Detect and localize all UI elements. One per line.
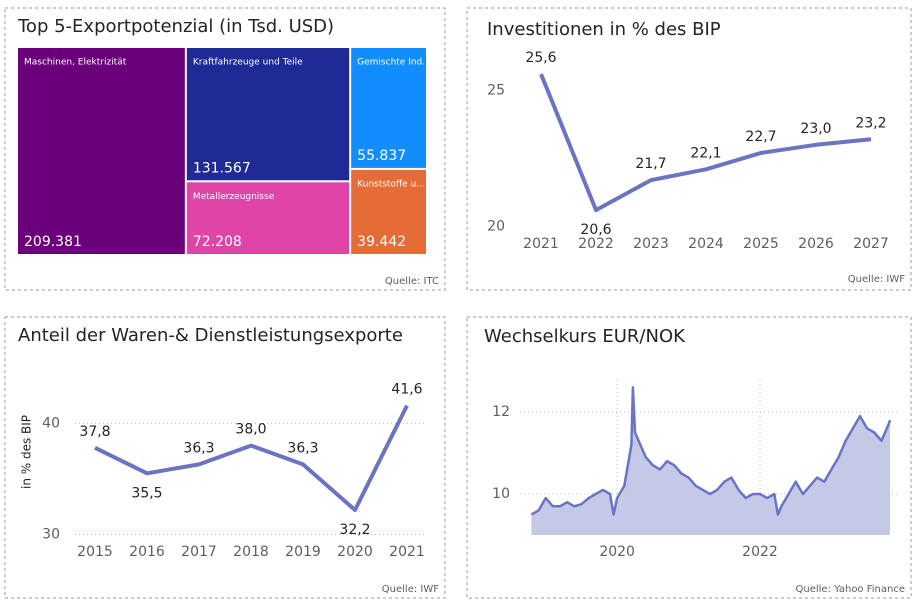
source: Quelle: IWF (382, 584, 439, 595)
source: Quelle: ITC (385, 276, 439, 287)
source: Quelle: Yahoo Finance (796, 584, 906, 595)
treemap-tile (186, 48, 350, 181)
x-tick-label: 2016 (129, 544, 165, 560)
value-label: 23,2 (855, 115, 886, 131)
tile-label: Maschinen, Elektrizität (24, 58, 127, 68)
tile-label: Kraftfahrzeuge und Teile (193, 58, 303, 68)
value-label: 35,5 (131, 485, 162, 501)
chart-title: Investitionen in % des BIP (487, 19, 721, 40)
area (531, 387, 890, 535)
value-label: 209.381 (24, 234, 82, 250)
line (94, 404, 409, 512)
line (530, 386, 892, 516)
value-label: 21,7 (635, 156, 666, 172)
y-axis-title: in % des BIP (20, 415, 34, 489)
value-label: 41,6 (391, 382, 422, 398)
x-tick-label: 2024 (688, 236, 724, 252)
value-label: 39.442 (357, 234, 406, 250)
x-tick-label: 2022 (742, 544, 778, 560)
x-tick-label: 2017 (181, 544, 217, 560)
value-label: 36,3 (287, 440, 318, 456)
panel (4, 316, 446, 599)
value-label: 55.837 (357, 148, 406, 164)
line (539, 73, 872, 213)
treemap-tile (351, 169, 426, 254)
chart-title: Top 5-Exportpotenzial (in Tsd. USD) (17, 16, 334, 37)
treemap-tile (18, 48, 185, 254)
value-label: 32,2 (339, 522, 370, 538)
source: Quelle: IWF (848, 274, 905, 285)
panel (466, 7, 912, 291)
value-label: 131.567 (193, 160, 251, 176)
treemap-tile (186, 182, 350, 254)
x-tick-label: 2020 (599, 544, 635, 560)
value-label: 37,8 (79, 424, 110, 440)
value-label: 38,0 (235, 422, 266, 438)
y-tick-label: 25 (487, 82, 505, 98)
x-tick-label: 2015 (77, 544, 113, 560)
y-tick-label: 12 (492, 404, 510, 420)
x-tick-label: 2026 (798, 236, 834, 252)
x-tick-label: 2020 (337, 544, 373, 560)
value-label: 22,1 (690, 145, 721, 161)
y-tick-label: 20 (487, 218, 505, 234)
x-tick-label: 2027 (853, 236, 889, 252)
value-label: 23,0 (800, 121, 831, 137)
tile-label: Kunststoffe u... (357, 179, 425, 189)
x-tick-label: 2021 (389, 544, 425, 560)
value-label: 36,3 (183, 440, 214, 456)
x-tick-label: 2019 (285, 544, 321, 560)
value-label: 22,7 (745, 129, 776, 145)
x-tick-label: 2023 (633, 236, 669, 252)
tile-label: Gemischte Ind... (357, 58, 431, 68)
chart-title: Wechselkurs EUR/NOK (484, 326, 686, 347)
y-tick-label: 10 (492, 486, 510, 502)
x-tick-label: 2025 (743, 236, 779, 252)
value-label: 25,6 (525, 50, 556, 66)
treemap-tile (351, 48, 426, 168)
y-tick-label: 30 (42, 526, 60, 542)
x-tick-label: 2018 (233, 544, 269, 560)
x-tick-label: 2022 (578, 236, 614, 252)
tile-label: Metallerzeugnisse (193, 192, 275, 202)
x-tick-label: 2021 (523, 236, 559, 252)
value-label: 72.208 (193, 234, 242, 250)
y-tick-label: 40 (42, 415, 60, 431)
value-label: 20,6 (580, 222, 611, 238)
chart-title: Anteil der Waren-& Dienstleistungsexport… (18, 325, 403, 346)
